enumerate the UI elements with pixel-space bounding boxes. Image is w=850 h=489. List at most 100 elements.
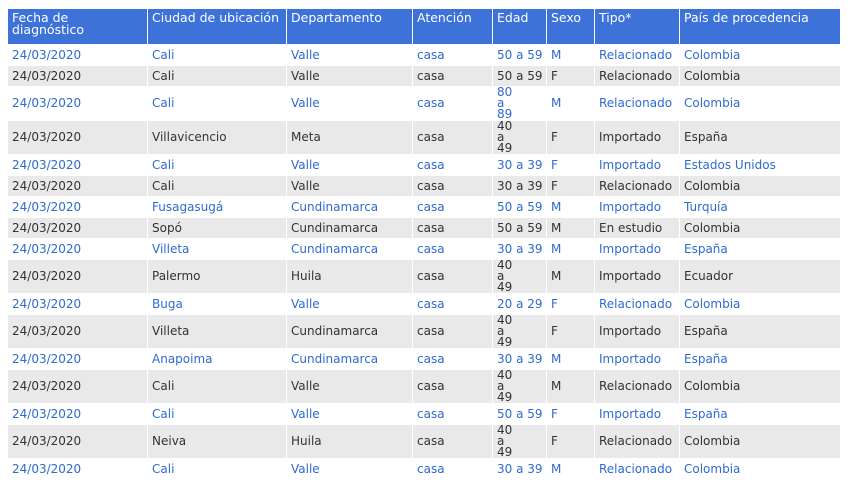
cell-text: España bbox=[684, 324, 728, 338]
table-cell: Cundinamarca bbox=[287, 315, 412, 348]
table-cell: 24/03/2020 bbox=[8, 239, 147, 259]
cell-text: Valle bbox=[291, 47, 320, 62]
cell-text: 24/03/2020 bbox=[12, 324, 82, 338]
cell-text: Valle bbox=[291, 157, 320, 172]
cell-text: 50 a 59 bbox=[497, 406, 543, 421]
table-cell: casa bbox=[413, 404, 492, 424]
header-cell: Sexo bbox=[547, 9, 594, 44]
table-cell: F bbox=[547, 404, 594, 424]
cell-text: 24/03/2020 bbox=[12, 351, 82, 366]
cell-text: casa bbox=[417, 199, 445, 214]
cell-text: Colombia bbox=[684, 96, 741, 110]
cell-text: España bbox=[684, 241, 728, 256]
cell-text: casa bbox=[417, 461, 445, 476]
table-cell: Importado bbox=[595, 197, 679, 217]
cell-text: 24/03/2020 bbox=[12, 130, 82, 144]
header-cell: Fecha de diagnóstico bbox=[8, 9, 147, 44]
cell-text: Meta bbox=[291, 130, 321, 144]
cell-text: Relacionado bbox=[599, 47, 673, 62]
cell-text: Villeta bbox=[152, 324, 190, 338]
table-cell: 24/03/2020 bbox=[8, 66, 147, 86]
cell-text: Cali bbox=[152, 178, 175, 193]
table-cell: Importado bbox=[595, 315, 679, 348]
table-cell: Colombia bbox=[680, 87, 840, 120]
table-cell: Colombia bbox=[680, 176, 840, 196]
table-cell: casa bbox=[413, 155, 492, 175]
header-cell: Ciudad de ubicación bbox=[148, 9, 286, 44]
table-cell: F bbox=[547, 155, 594, 175]
table-cell: Colombia bbox=[680, 425, 840, 458]
cell-text: casa bbox=[417, 157, 445, 172]
table-cell: España bbox=[680, 239, 840, 259]
table-cell: 80 a 89 bbox=[493, 85, 546, 121]
cell-text: Villavicencio bbox=[152, 130, 227, 144]
table-cell: casa bbox=[413, 45, 492, 65]
table-cell: 50 a 59 bbox=[493, 66, 546, 86]
cell-text: España bbox=[684, 406, 728, 421]
table-cell: Cali bbox=[148, 87, 286, 120]
cell-text: casa bbox=[417, 379, 445, 393]
table-body: 24/03/2020 Cali Valle casa 50 a 59 M Relaciona… bbox=[8, 45, 840, 479]
cell-text: casa bbox=[417, 434, 445, 448]
table-row: 24/03/2020 Villeta Cundinamarca casa 30 a 39… bbox=[8, 239, 840, 259]
cell-text: 40 a 49 bbox=[497, 119, 513, 155]
table-cell: 40 a 49 bbox=[493, 119, 546, 155]
table-cell: Colombia bbox=[680, 294, 840, 314]
table-cell: España bbox=[680, 404, 840, 424]
cell-text: 24/03/2020 bbox=[12, 178, 82, 193]
table-cell: 50 a 59 bbox=[493, 218, 546, 238]
table-cell: F bbox=[547, 315, 594, 348]
table-cell: Valle bbox=[287, 176, 412, 196]
cell-text: 30 a 39 bbox=[497, 178, 543, 193]
table-cell: Relacionado bbox=[595, 425, 679, 458]
cell-text: casa bbox=[417, 130, 445, 144]
cell-text: casa bbox=[417, 406, 445, 421]
cell-text: Cali bbox=[152, 96, 175, 110]
table-cell: Valle bbox=[287, 45, 412, 65]
cell-text: Fusagasugá bbox=[152, 199, 224, 214]
table-cell: casa bbox=[413, 121, 492, 154]
cell-text: Colombia bbox=[684, 296, 741, 311]
cell-text: Buga bbox=[152, 296, 183, 311]
cell-text: F bbox=[551, 130, 558, 144]
cell-text: Colombia bbox=[684, 220, 741, 235]
table-cell: Importado bbox=[595, 404, 679, 424]
cell-text: Importado bbox=[599, 351, 662, 366]
table-cell: 50 a 59 bbox=[493, 404, 546, 424]
table-cell: 24/03/2020 bbox=[8, 425, 147, 458]
table-cell: 40 a 49 bbox=[493, 424, 546, 458]
cell-text: 80 a 89 bbox=[497, 85, 513, 121]
cell-text: 24/03/2020 bbox=[12, 241, 82, 256]
table-cell: casa bbox=[413, 294, 492, 314]
cell-text: Importado bbox=[599, 269, 662, 283]
table-cell: Colombia bbox=[680, 45, 840, 65]
table-cell: F bbox=[547, 121, 594, 154]
cell-text: casa bbox=[417, 178, 445, 193]
table-cell: F bbox=[547, 294, 594, 314]
cell-text: casa bbox=[417, 351, 445, 366]
table-row: 24/03/2020 Palermo Huila casa 40 a 49 M Import… bbox=[8, 258, 840, 294]
table-cell: Cundinamarca bbox=[287, 349, 412, 369]
table-cell: Valle bbox=[287, 155, 412, 175]
cell-text: 40 a 49 bbox=[497, 258, 513, 294]
cell-text: 24/03/2020 bbox=[12, 461, 82, 476]
cell-text: M bbox=[551, 220, 562, 235]
table-row: 24/03/2020 Cali Valle casa 80 a 89 M Relaciona… bbox=[8, 85, 840, 121]
table-cell: Relacionado bbox=[595, 459, 679, 479]
table-cell: M bbox=[547, 239, 594, 259]
cell-text: España bbox=[684, 351, 728, 366]
table-cell: Huila bbox=[287, 425, 412, 458]
cell-text: Estados Unidos bbox=[684, 157, 776, 172]
cell-text: 50 a 59 bbox=[497, 220, 543, 235]
table-cell: España bbox=[680, 315, 840, 348]
table-cell: Valle bbox=[287, 87, 412, 120]
cell-text: 40 a 49 bbox=[497, 313, 513, 349]
table-cell: M bbox=[547, 218, 594, 238]
cell-text: Valle bbox=[291, 96, 320, 110]
cell-text: 24/03/2020 bbox=[12, 199, 82, 214]
table-cell: casa bbox=[413, 176, 492, 196]
cell-text: 24/03/2020 bbox=[12, 379, 82, 393]
cell-text: 24/03/2020 bbox=[12, 96, 82, 110]
table-cell: casa bbox=[413, 349, 492, 369]
